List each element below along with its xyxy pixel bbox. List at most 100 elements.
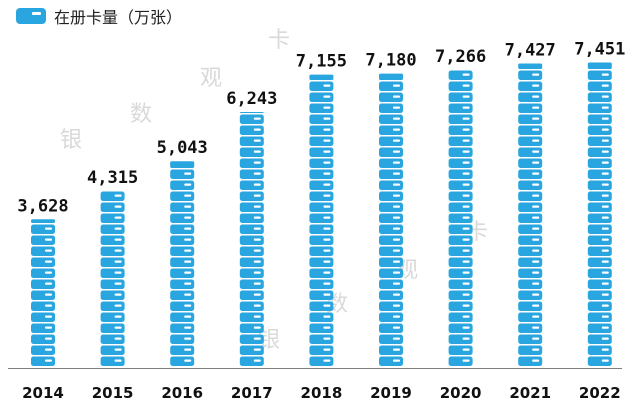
card-segment [448,268,473,278]
card-segment [448,356,473,366]
card-chip [45,348,52,351]
card-segment [448,103,473,113]
card-chip [393,95,400,98]
card-segment [448,323,473,333]
card-segment-partial [309,74,334,80]
card-chip [393,304,400,307]
card-chip [393,315,400,318]
card-chip [114,260,122,263]
card-chip [393,238,400,241]
card-segment [170,323,195,333]
card-segment [239,136,264,146]
card-chip [253,183,261,186]
card-segment [448,290,473,300]
card-chip [601,293,609,296]
card-segment [448,246,473,256]
card-segment [239,290,264,300]
card-chip [323,326,331,329]
card-segment [239,345,264,355]
card-chip [45,304,52,307]
card-chip [393,205,400,208]
data-label: 3,628 [17,196,68,216]
card-segment [309,158,334,168]
card-chip [532,161,540,164]
card-chip [253,172,261,175]
card-chip [393,227,400,230]
card-segment [518,323,543,333]
card-chip [393,260,400,263]
card-chip [601,205,609,208]
card-chip [253,359,261,362]
card-chip [114,337,122,340]
card-segment [100,279,125,289]
card-segment [448,158,473,168]
card-segment [31,224,55,234]
card-segment [309,235,334,245]
card-chip [601,84,609,87]
card-segment [379,125,403,135]
card-chip [532,315,540,318]
card-chip [601,304,609,307]
bar [379,73,403,366]
card-segment [379,213,403,223]
card-chip [45,315,52,318]
card-chip [532,293,540,296]
card-segment [31,356,55,366]
card-segment [518,257,543,267]
card-chip [323,128,331,131]
card-segment [239,125,264,135]
bar [448,70,473,366]
card-chip [462,117,470,120]
card-chip [323,359,331,362]
bar [100,191,125,366]
card-chip [253,128,261,131]
card-segment [448,136,473,146]
card-segment [100,224,125,234]
card-chip [532,304,540,307]
card-chip [323,216,331,219]
card-segment [239,224,264,234]
card-chip [253,249,261,252]
card-segment [309,169,334,179]
card-segment [100,191,125,201]
card-segment [518,81,543,91]
card-segment [587,191,612,201]
card-chip [462,260,470,263]
card-segment [239,169,264,179]
card-chip [393,128,400,131]
card-chip [601,348,609,351]
card-segment [379,114,403,124]
card-chip [253,227,261,230]
card-chip [462,326,470,329]
card-segment [31,290,55,300]
card-segment [518,103,543,113]
card-segment [518,312,543,322]
card-segment [587,323,612,333]
card-chip [601,95,609,98]
data-label: 7,155 [296,52,347,72]
card-segment [31,268,55,278]
legend: 在册卡量（万张） [16,4,182,28]
x-tick-label: 2018 [301,384,343,402]
card-segment-partial [518,63,543,69]
card-segment [100,312,125,322]
card-chip [114,238,122,241]
card-segment [518,268,543,278]
card-segment [379,224,403,234]
card-segment [309,136,334,146]
card-chip [601,139,609,142]
card-chip [184,194,192,197]
card-segment-partial [587,62,612,69]
card-chip [253,337,261,340]
card-segment [100,356,125,366]
card-chip [601,183,609,186]
card-chip [601,73,609,76]
card-segment [379,158,403,168]
card-segment [239,301,264,311]
card-chip [184,238,192,241]
card-segment [448,169,473,179]
card-segment [170,257,195,267]
card-chip [532,216,540,219]
card-segment [170,334,195,344]
card-chip [184,282,192,285]
